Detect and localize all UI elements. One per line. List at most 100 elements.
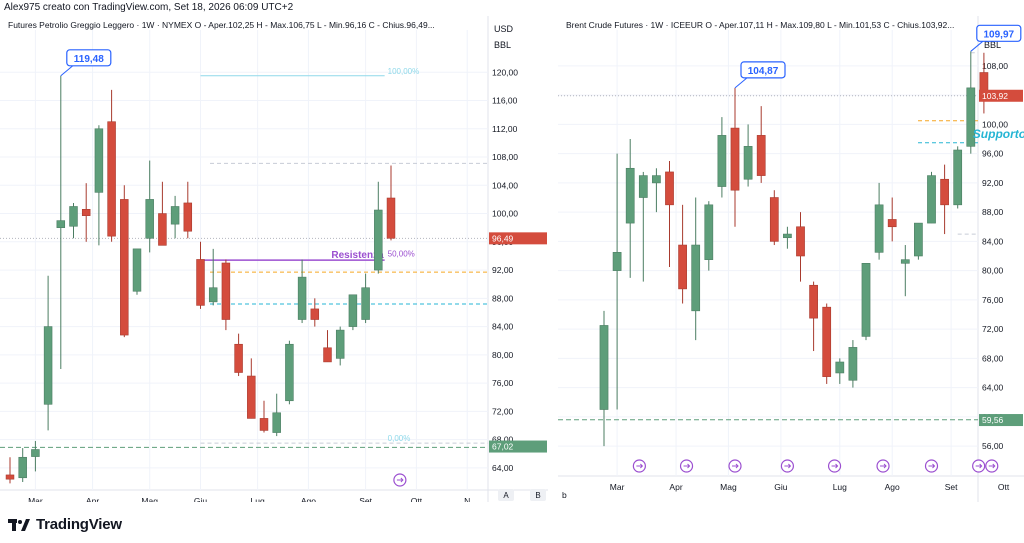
event-arrow-icon [683, 463, 691, 469]
tradingview-logo[interactable]: TradingView [8, 516, 122, 533]
candle [374, 209, 383, 271]
candle [691, 244, 701, 312]
candle [132, 248, 142, 292]
candle [769, 197, 779, 242]
candle [835, 361, 845, 374]
y-tick-label: 84,00 [492, 322, 514, 332]
x-tick-label: Mar [610, 482, 625, 492]
candle [796, 226, 805, 257]
candle [809, 284, 818, 319]
candle [120, 199, 129, 336]
panel-separator [548, 16, 558, 502]
candle [783, 233, 792, 239]
candle [625, 167, 635, 224]
x-tick-label: Apr [669, 482, 682, 492]
y-tick-label: 92,00 [982, 178, 1004, 188]
callout-pointer [60, 65, 74, 77]
event-arrow-icon [880, 463, 887, 469]
footer: TradingView [0, 502, 1024, 543]
y-tick-label: 84,00 [982, 236, 1004, 246]
y-tick-label: 108,00 [492, 152, 518, 162]
y-tick-label: 96,00 [982, 149, 1004, 159]
y-tick-label: 72,00 [492, 406, 514, 416]
x-tick-label: Lug [251, 496, 265, 502]
crude-oil-chart-panel[interactable]: 64,00 68,00 72,00 76,00 80,00 84,00 88,00 92,00… [0, 16, 548, 502]
brent-chart-panel[interactable]: 56,0060,0064,0068,0072,0076,0080,0084,00… [558, 16, 1024, 502]
x-tick-label: Lug [833, 482, 847, 492]
resistance-label: Resistenza [331, 250, 384, 261]
candle [285, 343, 294, 402]
candle [743, 146, 753, 180]
candle [221, 262, 231, 320]
candle [348, 294, 358, 327]
x-tick-label: Mag [720, 482, 737, 492]
btn-b-label: B [535, 491, 540, 500]
candle [900, 259, 910, 264]
y-tick-label: 100,00 [982, 119, 1008, 129]
y-tick-label: 56,00 [982, 441, 1004, 451]
candle [848, 347, 858, 381]
fib-0-label: 0,00% [388, 434, 411, 443]
y-tick-label: 64,00 [982, 383, 1004, 393]
y-tick-label: 68,00 [492, 435, 514, 445]
candle [386, 197, 396, 239]
brent-chart[interactable]: 56,0060,0064,0068,0072,0076,0080,0084,00… [558, 16, 1024, 502]
candle [272, 412, 281, 433]
x-tick-label: Set [359, 496, 372, 502]
candle [665, 171, 674, 206]
candle [43, 326, 53, 405]
price-axis-badge [489, 440, 547, 453]
y-tick-label: 72,00 [982, 324, 1004, 334]
callout-pointer [970, 40, 984, 52]
event-arrow-icon [928, 463, 936, 469]
candle [145, 199, 154, 239]
y-tick-label: 92,00 [492, 265, 514, 275]
candle [914, 222, 923, 257]
corner-label: b [562, 490, 567, 500]
callout-box [66, 49, 112, 67]
x-tick-label: Mar [28, 496, 43, 502]
candle [966, 87, 976, 147]
candle [704, 204, 714, 260]
candle [599, 325, 609, 410]
candle [247, 375, 256, 419]
callout-text: 119,48 [74, 54, 104, 65]
event-arrow-icon [732, 463, 739, 469]
y-tick-label: 88,00 [982, 207, 1004, 217]
candle [310, 308, 320, 320]
chart-title: Brent Crude Futures · 1W · ICEEUR O - Ap… [566, 20, 954, 30]
y-tick-label: 108,00 [982, 61, 1008, 71]
y-tick-label: 100,00 [492, 209, 518, 219]
x-tick-label: Ago [885, 482, 900, 492]
callout-box [740, 61, 786, 79]
candle [107, 121, 116, 237]
price-axis-badge [489, 232, 547, 245]
unit-label: BBL [494, 40, 511, 50]
y-tick-label: 68,00 [982, 353, 1004, 363]
candle [861, 263, 871, 337]
y-tick-label: 64,00 [492, 463, 514, 473]
event-arrow-icon [988, 463, 996, 469]
candle [31, 449, 40, 457]
y-tick-label: 88,00 [492, 293, 514, 303]
candle [638, 175, 648, 198]
candle [69, 206, 78, 227]
y-tick-label: 80,00 [982, 266, 1004, 276]
callout-text: 109,97 [984, 29, 1015, 40]
x-tick-label: Mag [141, 496, 158, 502]
candle [652, 175, 661, 184]
candle [158, 213, 167, 246]
x-tick-label: Apr [86, 496, 99, 502]
y-tick-label: 76,00 [492, 378, 514, 388]
candle [259, 418, 269, 431]
candle [953, 149, 963, 206]
event-arrow-icon [975, 463, 983, 469]
x-tick-label: Ott [998, 482, 1010, 492]
price-axis-badge-text: 59,56 [982, 415, 1004, 425]
candle [887, 219, 897, 228]
event-arrow-icon [831, 463, 839, 469]
callout-box [976, 24, 1022, 42]
candle [335, 329, 345, 359]
x-tick-label: N [464, 496, 470, 502]
crude-oil-chart[interactable]: 64,00 68,00 72,00 76,00 80,00 84,00 88,00 92,00… [0, 16, 548, 502]
